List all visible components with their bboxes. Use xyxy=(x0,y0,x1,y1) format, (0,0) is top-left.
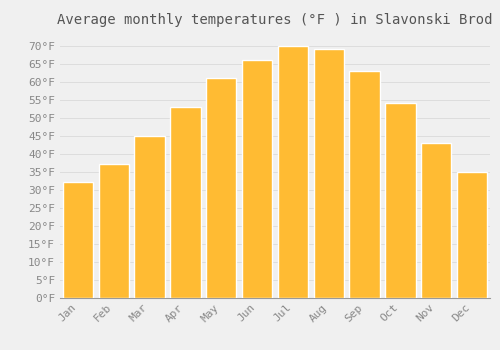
Bar xyxy=(62,182,93,298)
Bar xyxy=(134,136,165,298)
Bar xyxy=(457,172,488,298)
Bar xyxy=(278,46,308,298)
Bar xyxy=(421,143,452,298)
Title: Average monthly temperatures (°F ) in Slavonski Brod: Average monthly temperatures (°F ) in Sl… xyxy=(57,13,493,27)
Bar xyxy=(350,71,380,298)
Bar xyxy=(242,60,272,298)
Bar xyxy=(98,164,129,298)
Bar xyxy=(314,49,344,298)
Bar xyxy=(385,103,416,298)
Bar xyxy=(170,107,200,298)
Bar xyxy=(206,78,236,298)
